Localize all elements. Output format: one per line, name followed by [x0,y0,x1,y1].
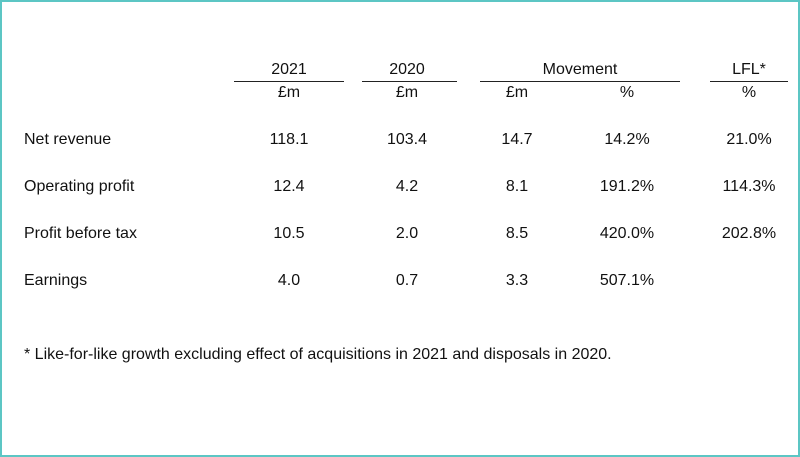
table-cell: 420.0% [599,225,655,242]
table-cell: 103.4 [386,131,428,148]
table-cell: 0.7 [395,272,419,289]
row-label-operating-profit: Operating profit [24,178,135,195]
unit-movement-pct: % [619,84,635,101]
table-cell: 21.0% [726,131,772,148]
table-cell: 3.3 [505,272,529,289]
table-cell: 12.4 [273,178,305,195]
table-cell: 507.1% [599,272,655,289]
unit-movement-abs: £m [505,84,529,101]
header-lfl: LFL* [732,61,766,78]
unit-2021: £m [277,84,301,101]
table-cell: 10.5 [273,225,305,242]
row-label-earnings: Earnings [24,272,88,289]
table-cell: 118.1 [269,131,309,148]
row-label-profit-before-tax: Profit before tax [24,225,137,242]
header-2021: 2021 [271,61,307,78]
table-cell: 8.1 [505,178,529,195]
header-rule-2021 [234,81,344,82]
header-movement: Movement [542,61,618,78]
header-rule-movement [480,81,680,82]
table-cell: 114.3% [722,178,776,195]
table-cell: 4.0 [277,272,301,289]
table-cell: 14.7 [501,131,533,148]
unit-lfl-pct: % [741,84,757,101]
table-cell: 202.8% [721,225,777,242]
header-2020: 2020 [389,61,425,78]
table-cell: 14.2% [604,131,650,148]
table-cell: 191.2% [599,178,655,195]
unit-2020: £m [395,84,419,101]
table-cell: 4.2 [395,178,419,195]
table-cell: 8.5 [505,225,529,242]
header-rule-2020 [362,81,457,82]
header-rule-lfl [710,81,788,82]
row-label-net-revenue: Net revenue [24,131,112,148]
table-cell: 2.0 [395,225,419,242]
footnote: * Like-for-like growth excluding effect … [24,346,612,363]
